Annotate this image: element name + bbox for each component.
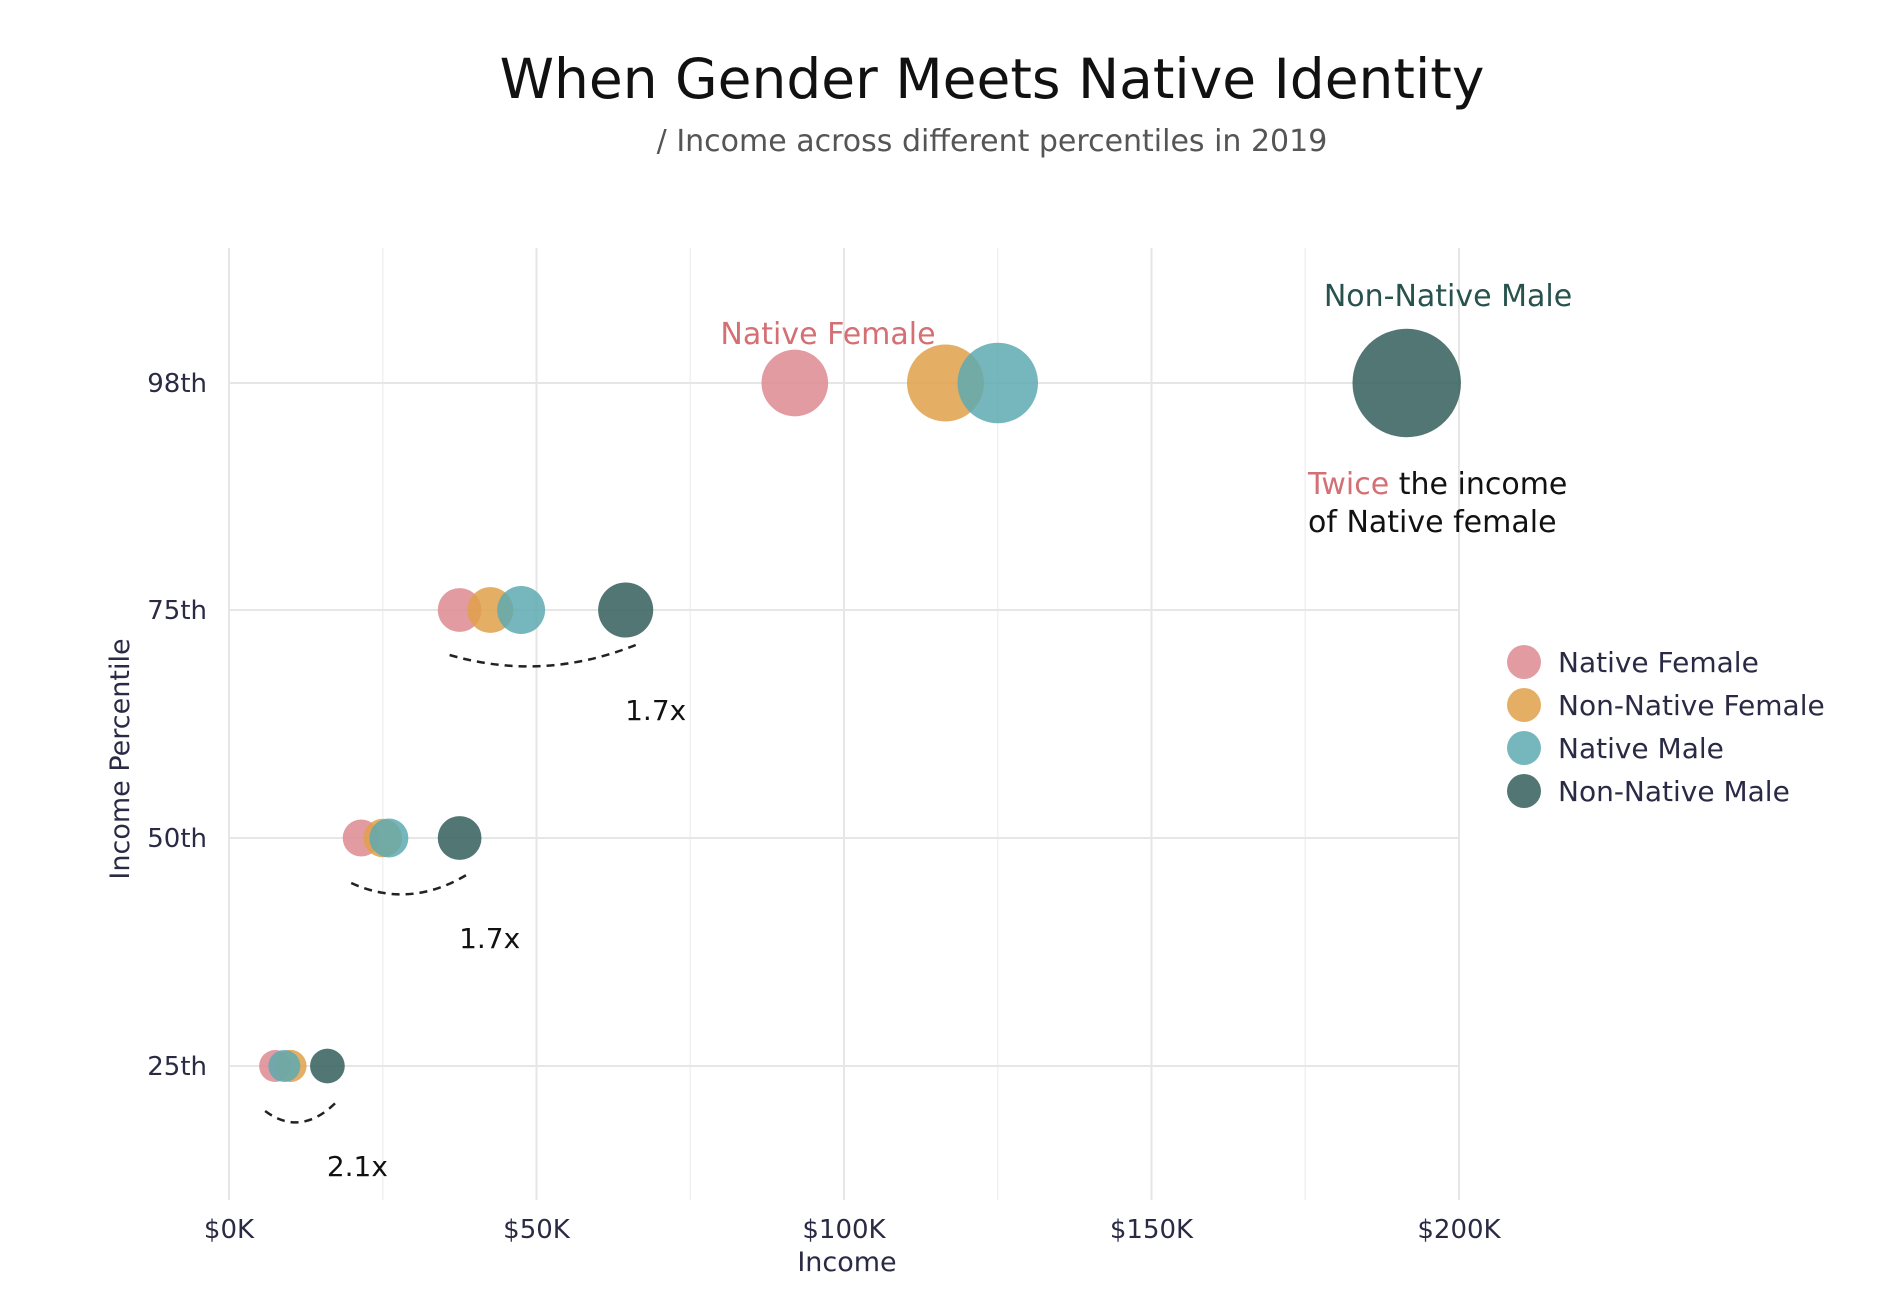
y-tick-label: 98th <box>147 369 207 399</box>
ratio-label: 1.7x <box>459 922 520 955</box>
twice-annotation-line1: Twice the income <box>1307 467 1567 502</box>
legend-swatch <box>1507 774 1541 808</box>
twice-word: Twice <box>1307 467 1389 502</box>
point-native-male <box>497 586 546 634</box>
x-tick-label: $50K <box>503 1215 571 1245</box>
point-native-male <box>369 818 409 858</box>
y-tick-label: 50th <box>147 824 207 854</box>
point-non-native-male <box>1352 328 1461 438</box>
data-points <box>259 328 1461 1084</box>
chart-title: When Gender Meets Native Identity <box>500 47 1485 111</box>
grid <box>228 248 1460 1200</box>
x-tick-label: $0K <box>204 1215 255 1245</box>
legend: Native Female Non-Native Female Native Mal… <box>1507 645 1825 808</box>
legend-swatch <box>1507 645 1541 679</box>
legend-label: Native Female <box>1558 646 1759 679</box>
x-axis-ticks: $0K $50K $100K $150K $200K <box>204 1215 1502 1245</box>
legend-swatch <box>1507 731 1541 765</box>
y-axis-ticks: 25th 50th 75th 98th <box>147 369 207 1082</box>
legend-label: Non-Native Male <box>1558 775 1790 808</box>
point-non-native-male <box>598 582 654 638</box>
chart-subtitle: / Income across different percentiles in… <box>657 124 1328 159</box>
ratio-label: 1.7x <box>625 694 686 727</box>
twice-annotation-line2: of Native female <box>1308 505 1557 540</box>
ratio-label: 2.1x <box>327 1150 388 1183</box>
twice-rest: the income <box>1389 467 1567 502</box>
y-axis-title: Income Percentile <box>105 638 136 879</box>
x-tick-label: $150K <box>1110 1215 1194 1245</box>
point-non-native-male <box>310 1048 345 1084</box>
ratio-arc <box>350 871 471 896</box>
point-native-female <box>761 349 829 417</box>
ratio-arcs: 2.1x 1.7x 1.7x <box>264 643 686 1183</box>
y-tick-label: 75th <box>147 596 207 626</box>
ratio-arc <box>264 1100 339 1124</box>
legend-swatch <box>1507 688 1541 722</box>
legend-label: Native Male <box>1558 732 1724 765</box>
y-tick-label: 25th <box>147 1052 207 1082</box>
x-tick-label: $200K <box>1417 1215 1501 1245</box>
x-tick-label: $100K <box>802 1215 886 1245</box>
x-axis-title: Income <box>797 1247 896 1278</box>
point-native-male <box>268 1050 301 1082</box>
point-native-male <box>957 342 1038 424</box>
point-non-native-male <box>437 816 482 860</box>
ratio-arc <box>449 643 637 668</box>
non-native-male-annotation: Non-Native Male <box>1324 279 1572 314</box>
native-female-annotation: Native Female <box>720 317 935 352</box>
legend-label: Non-Native Female <box>1558 689 1825 722</box>
